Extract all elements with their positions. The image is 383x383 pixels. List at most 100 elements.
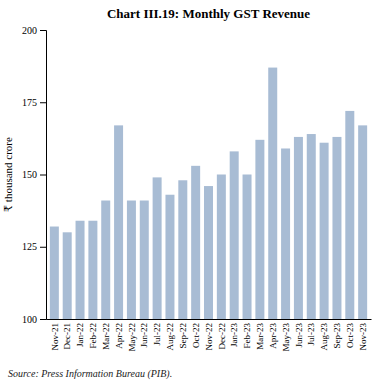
source-note: Source: Press Information Bureau (PIB). (8, 368, 172, 380)
bar (345, 111, 354, 319)
y-tick-mark (40, 319, 46, 320)
chart-svg: 100125150175200Nov-21Dec-21Jan-22Feb-22M… (0, 0, 383, 383)
bar (127, 201, 136, 319)
x-tick-label: Mar-22 (101, 323, 111, 350)
x-tick: Sep-22 (178, 323, 188, 349)
bar (243, 175, 252, 320)
x-axis: Nov-21Dec-21Jan-22Feb-22Mar-22Apr-22May-… (47, 320, 372, 352)
x-tick: Jun-22 (139, 323, 149, 348)
x-tick: Oct-23 (345, 323, 355, 348)
y-tick-mark (40, 247, 46, 248)
x-tick-label: Apr-23 (268, 323, 278, 349)
bar (332, 137, 341, 319)
x-tick-label: Oct-22 (191, 323, 201, 348)
x-tick-label: Aug-23 (319, 323, 329, 351)
x-tick-label: Nov-23 (358, 323, 368, 351)
x-tick: Apr-22 (114, 323, 124, 349)
x-tick-label: Aug-22 (165, 323, 175, 351)
x-tick-label: Sep-22 (178, 323, 188, 349)
y-axis-title: ₹ thousand crore (2, 137, 14, 212)
bar (320, 143, 329, 319)
bar (217, 175, 226, 320)
x-tick: Apr-23 (268, 323, 278, 349)
y-tick-label: 200 (22, 25, 37, 36)
plot: 100125150175200Nov-21Dec-21Jan-22Feb-22M… (22, 25, 372, 383)
x-tick-label: Jul-23 (306, 323, 316, 346)
y-tick: 100 (22, 314, 46, 325)
y-tick-label: 175 (22, 97, 37, 108)
x-tick-label: May-22 (127, 323, 137, 352)
y-tick-mark (40, 175, 46, 176)
x-tick-label: Jun-22 (139, 323, 149, 348)
bar (281, 148, 290, 319)
bars (50, 68, 367, 319)
bar (358, 125, 367, 319)
bar (76, 221, 85, 319)
x-tick: Jan-22 (75, 323, 85, 347)
y-tick-label: 125 (22, 241, 37, 252)
x-tick: Jul-22 (152, 323, 162, 346)
bar (204, 186, 213, 319)
y-tick-mark (40, 102, 46, 103)
x-tick-label: Jun-23 (294, 323, 304, 348)
bar (63, 232, 72, 319)
y-axis-line (40, 31, 47, 320)
x-tick-label: Dec-21 (62, 323, 72, 350)
x-axis-line (47, 319, 372, 320)
y-axis: 100 125 150 175 200 (22, 25, 47, 325)
x-tick: Feb-22 (88, 323, 98, 349)
x-tick-label: Nov-21 (49, 323, 59, 351)
x-tick-label: Jan-23 (229, 323, 239, 347)
x-tick: Nov-21 (49, 323, 59, 351)
x-tick: Sep-23 (332, 323, 342, 349)
x-tick-label: Dec-22 (216, 323, 226, 350)
x-tick: May-22 (127, 323, 137, 352)
x-tick-label: Oct-23 (345, 323, 355, 348)
x-tick-label: Mar-23 (255, 323, 265, 350)
bar (101, 201, 110, 319)
x-tick-label: Feb-22 (88, 323, 98, 349)
x-tick-label: May-23 (281, 323, 291, 352)
x-tick-label: Feb-23 (242, 323, 252, 349)
x-tick: Mar-23 (255, 323, 265, 350)
y-tick: 200 (22, 25, 46, 36)
y-tick-label: 100 (22, 314, 37, 325)
bar (88, 221, 97, 319)
bar (114, 125, 123, 319)
x-tick: Dec-21 (62, 323, 72, 350)
y-tick-mark (40, 30, 46, 31)
bar (268, 68, 277, 319)
x-tick: Nov-22 (204, 323, 214, 351)
x-tick-label: Apr-22 (114, 323, 124, 349)
x-tick-label: Jul-22 (152, 323, 162, 346)
x-tick: Aug-22 (165, 323, 175, 351)
x-tick: Aug-23 (319, 323, 329, 351)
x-tick: Feb-23 (242, 323, 252, 349)
x-tick-label: Jan-22 (75, 323, 85, 347)
y-tick: 150 (22, 169, 46, 180)
bar (307, 134, 316, 319)
chart-container: 100125150175200Nov-21Dec-21Jan-22Feb-22M… (0, 0, 383, 383)
x-tick-label: Sep-23 (332, 323, 342, 349)
x-tick: Dec-22 (216, 323, 226, 350)
x-tick: Jan-23 (229, 323, 239, 347)
bar (178, 180, 187, 319)
bar (153, 177, 162, 319)
title: Chart III.19: Monthly GST Revenue (107, 6, 310, 21)
bar (294, 137, 303, 319)
y-tick: 175 (22, 97, 46, 108)
x-tick: Jul-23 (306, 323, 316, 346)
bar (255, 140, 264, 319)
x-tick: Mar-22 (101, 323, 111, 350)
x-tick: Nov-23 (358, 323, 368, 351)
bar (50, 227, 59, 319)
bar (165, 195, 174, 319)
y-tick-label: 150 (22, 169, 37, 180)
bar (191, 166, 200, 319)
x-tick-label: Nov-22 (204, 323, 214, 351)
x-tick: Jun-23 (294, 323, 304, 348)
x-tick: Oct-22 (191, 323, 201, 348)
bar (140, 201, 149, 319)
y-tick: 125 (22, 241, 46, 252)
x-tick: May-23 (281, 323, 291, 352)
